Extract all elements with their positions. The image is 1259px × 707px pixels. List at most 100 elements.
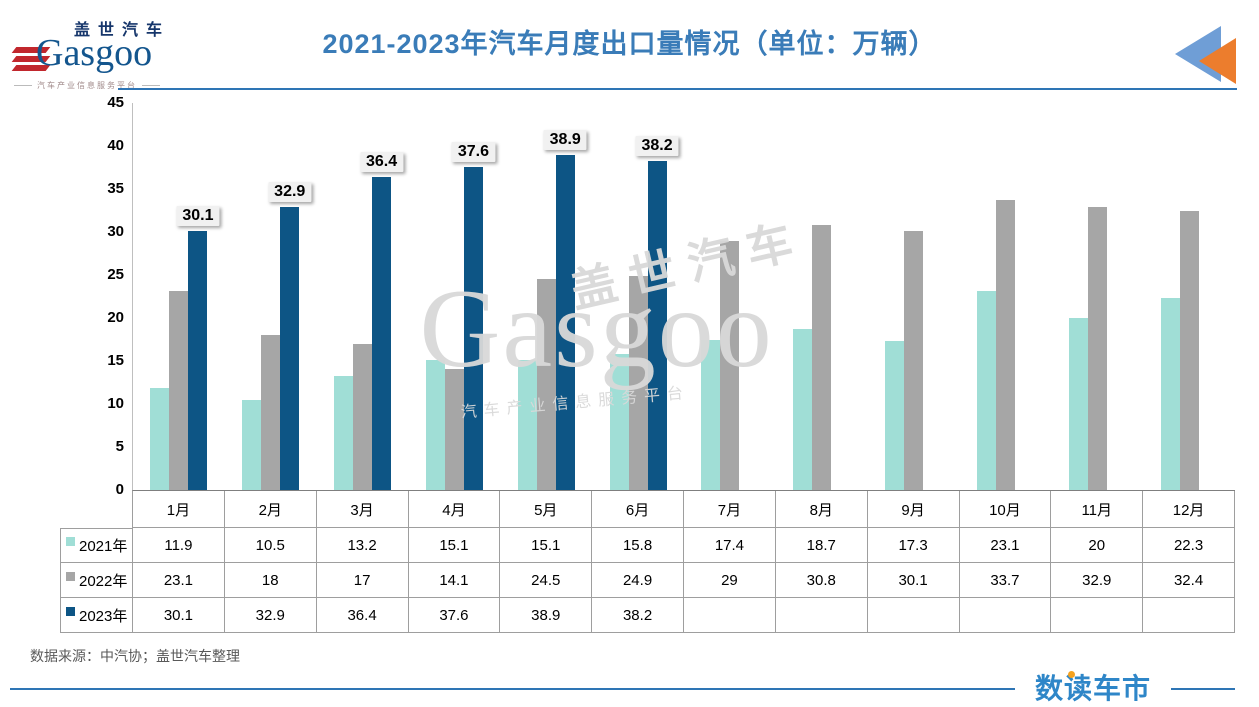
gasgoo-logo: 盖世汽车 Gasgoo 汽车产业信息服务平台: [11, 22, 214, 91]
month-cell: 8月: [775, 491, 868, 528]
month-cell: 12月: [1143, 491, 1235, 528]
table-cell: 30.1: [133, 598, 225, 633]
brand-dot-icon: [1067, 671, 1075, 678]
y-tick-label: 10: [107, 395, 124, 413]
table-row-label: 2022年: [60, 563, 132, 598]
logo-cn-text: 盖世汽车: [74, 22, 171, 39]
month-cell: 7月: [684, 491, 776, 528]
table-cell: 22.3: [1143, 528, 1235, 563]
bar-2021年: [242, 399, 262, 490]
orange-triangle-icon: [1199, 38, 1236, 84]
legend-swatch: [66, 537, 75, 546]
header: 盖世汽车 Gasgoo 汽车产业信息服务平台 2021-2023年汽车月度出口量…: [0, 0, 1259, 90]
table-row-label: 2023年: [60, 598, 132, 633]
bar-group-7月: [684, 103, 776, 490]
month-cell: 5月: [500, 491, 593, 528]
y-axis: 0 5 10 15 20 25 30 35 40 45: [60, 94, 132, 498]
table-cell: 38.2: [592, 598, 684, 633]
table-cell: [867, 598, 960, 633]
bar-2023年: 38.2: [635, 136, 679, 490]
bar-2022年: [444, 368, 464, 490]
table-cell: 32.9: [224, 598, 317, 633]
back-icon[interactable]: [1171, 22, 1241, 86]
table-cell: 23.1: [959, 528, 1052, 563]
bar-group-6月: 38.2: [592, 103, 684, 490]
bar-group-8月: [776, 103, 868, 490]
table-cell: 30.1: [867, 563, 960, 598]
footer-divider-row: 数读车市: [0, 671, 1259, 704]
y-tick-label: 35: [107, 180, 124, 197]
table-cell: 23.1: [133, 563, 225, 598]
footer: 数据来源：中汽协；盖世汽车整理 数读车市: [0, 646, 1259, 703]
page-title: 2021-2023年汽车月度出口量情况（单位：万辆）: [322, 29, 937, 59]
bar-value-label: 32.9: [268, 182, 312, 203]
table-cell: 33.7: [959, 563, 1052, 598]
table-cell: 38.9: [500, 598, 593, 633]
table-cell: 24.9: [592, 563, 684, 598]
bar-2022年: [1087, 207, 1107, 490]
table-cell: [959, 598, 1052, 633]
y-tick-label: 5: [115, 438, 124, 456]
bar-2021年: [334, 376, 354, 490]
bar-2022年: [720, 240, 740, 490]
bar-2023年: 36.4: [359, 151, 404, 490]
table-row-label: 2021年: [60, 528, 132, 563]
source-note: 数据来源：中汽协；盖世汽车整理: [30, 648, 240, 664]
logo-en-text: Gasgoo: [36, 32, 153, 74]
bar-2022年: [628, 275, 648, 490]
table-row: 23.1 18 17 14.1 24.5 24.9 29 30.8 30.1 33.7 32.9 32…: [132, 563, 1235, 598]
x-axis: 1月 2月 3月 4月 5月 6月 7月 8月 9月 10月 11月 12月: [132, 490, 1235, 528]
month-cell: 6月: [592, 491, 684, 528]
y-tick-label: 25: [107, 266, 124, 283]
series-name: 2023年: [79, 607, 128, 625]
bar-2022年: [169, 291, 189, 490]
bar-2023年: 30.1: [176, 206, 220, 490]
brand-text: 数读车市: [1034, 673, 1151, 704]
bar-value-label: 38.9: [543, 130, 587, 151]
month-cell: 10月: [959, 491, 1052, 528]
bar-2022年: [1179, 211, 1199, 490]
table-cell: 17.3: [867, 528, 960, 563]
brand-logo: 数读车市: [1034, 671, 1151, 704]
series-name: 2022年: [79, 572, 128, 590]
y-tick-label: 40: [107, 137, 124, 155]
table-cell: [1143, 598, 1235, 633]
bar-group-1月: 30.1: [133, 103, 225, 490]
bar-group-5月: 38.9: [500, 103, 592, 490]
bar-group-4月: 37.6: [408, 103, 500, 490]
bar-2022年: [261, 335, 281, 490]
table-cell: 15.1: [500, 528, 593, 563]
y-tick-label: 45: [107, 94, 124, 111]
table-cell: 37.6: [408, 598, 501, 633]
table-cell: 14.1: [408, 563, 501, 598]
table-cell: 18: [224, 563, 317, 598]
plot-area: 盖世汽车 Gasgoo 汽车产业信息服务平台 30.1 32.9 36.4 37.6 3…: [132, 103, 1235, 490]
table-cell: [684, 598, 776, 633]
bar-group-3月: 36.4: [317, 103, 409, 490]
table-cell: 17.4: [684, 528, 776, 563]
bar-group-9月: [868, 103, 960, 490]
table-cell: [775, 598, 868, 633]
y-tick-label: 20: [107, 309, 124, 327]
table-cell: [1051, 598, 1144, 633]
month-cell: 2月: [224, 491, 317, 528]
bar-2021年: [885, 341, 905, 490]
logo-wordmark: Gasgoo: [11, 34, 214, 76]
bar-2023年: 38.9: [543, 130, 587, 490]
table-cell: 15.1: [408, 528, 501, 563]
logo-tagline: 汽车产业信息服务平台: [14, 80, 214, 91]
bar-2022年: [353, 343, 373, 490]
table-cell: 17: [316, 563, 409, 598]
table-cell: 20: [1051, 528, 1144, 563]
bar-2021年: [1068, 318, 1088, 490]
bar-group-12月: [1143, 103, 1235, 490]
chart: 0 5 10 15 20 25 30 35 40 45 盖世汽车 Gasgoo 汽车产业信息服务平…: [60, 94, 1235, 633]
bar-2022年: [812, 225, 832, 490]
table-cell: 18.7: [775, 528, 868, 563]
bar-2021年: [976, 291, 996, 490]
bar-group-2月: 32.9: [225, 103, 317, 490]
header-divider: [118, 88, 1237, 90]
month-cell: 4月: [408, 491, 501, 528]
table-cell: 11.9: [133, 528, 225, 563]
